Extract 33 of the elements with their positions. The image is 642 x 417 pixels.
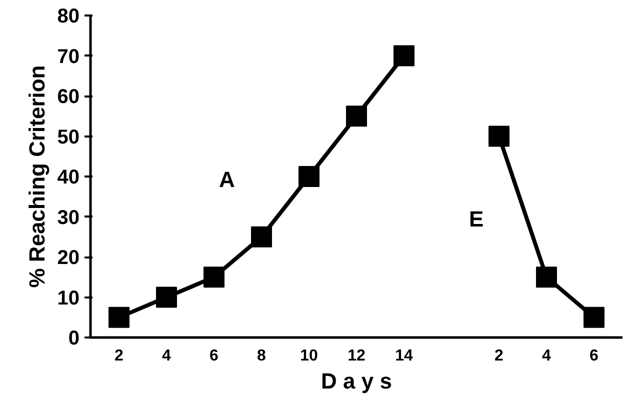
x-tick-label: 14 xyxy=(395,348,413,364)
x-tick-label: 10 xyxy=(300,348,318,364)
y-tick-label: 30 xyxy=(57,206,80,229)
point xyxy=(298,166,320,187)
point xyxy=(346,106,367,127)
y-tick-label: 20 xyxy=(57,247,80,269)
point xyxy=(584,306,604,328)
x-tick-label: 2 xyxy=(494,348,504,364)
y-tick-label: 40 xyxy=(57,166,80,188)
y-tick-label: 80 xyxy=(57,6,80,28)
x-axis-title: D a y s xyxy=(321,368,392,394)
series-label: E xyxy=(469,206,484,232)
x-tick-label: 4 xyxy=(542,348,552,364)
point xyxy=(488,126,510,147)
series-label: A xyxy=(219,167,235,192)
x-tick-label: 12 xyxy=(348,348,366,364)
y-tick-label: 10 xyxy=(57,287,80,310)
y-tick-label: 50 xyxy=(57,126,80,148)
point xyxy=(536,266,557,288)
y-tick-label: 60 xyxy=(57,86,80,108)
x-tick-label: 2 xyxy=(114,348,124,364)
x-tick-label: 6 xyxy=(590,348,599,364)
point xyxy=(108,306,130,328)
y-tick-label: 0 xyxy=(68,328,80,350)
x-tick-label: 6 xyxy=(210,348,219,364)
point xyxy=(251,226,272,248)
point xyxy=(204,266,224,288)
point xyxy=(394,45,414,66)
point xyxy=(156,286,177,308)
x-tick-label: 8 xyxy=(257,348,266,364)
y-tick-label: 70 xyxy=(57,46,80,68)
y-axis-title: % Reaching Criterion xyxy=(24,65,50,288)
x-tick-label: 4 xyxy=(162,348,172,364)
